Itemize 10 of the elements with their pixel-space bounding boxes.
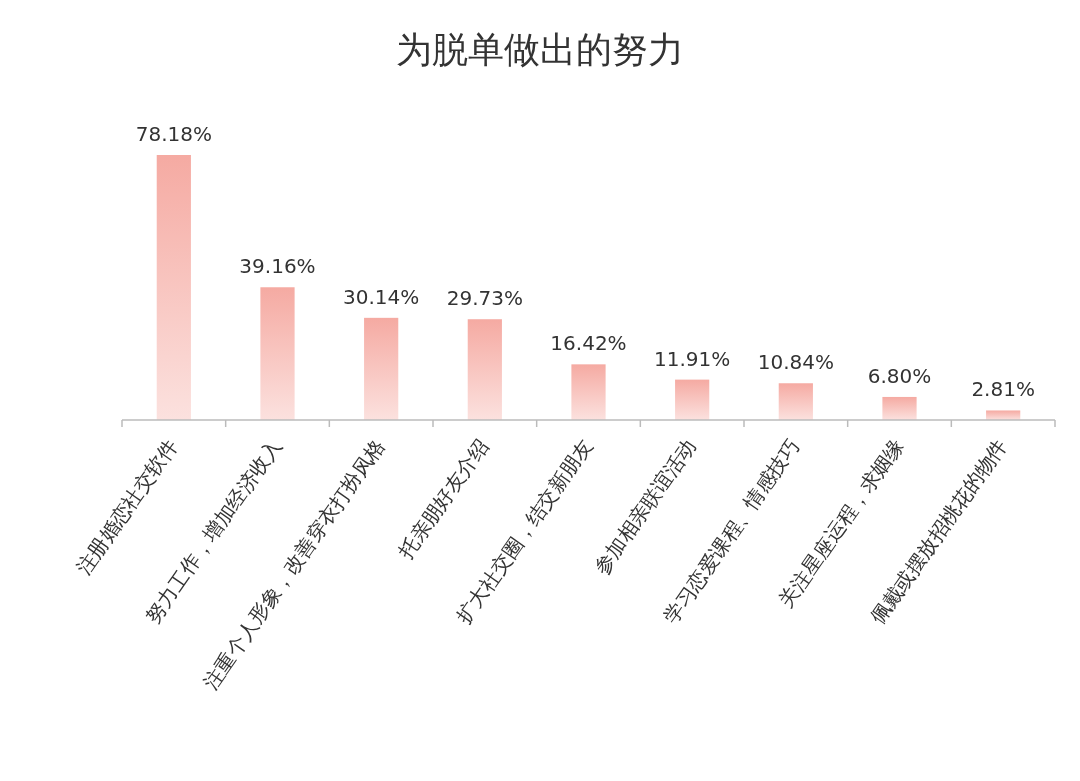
data-label: 39.16% — [239, 254, 316, 279]
data-label: 30.14% — [343, 284, 420, 309]
data-label: 29.73% — [446, 286, 523, 311]
data-label: 2.81% — [971, 377, 1035, 402]
data-label: 11.91% — [654, 346, 731, 371]
data-label: 16.42% — [550, 331, 627, 356]
data-label: 78.18% — [135, 122, 212, 146]
data-label: 10.84% — [757, 350, 834, 375]
chart-title: 为脱单做出的努力 — [396, 29, 684, 70]
data-label: 6.80% — [867, 363, 932, 388]
